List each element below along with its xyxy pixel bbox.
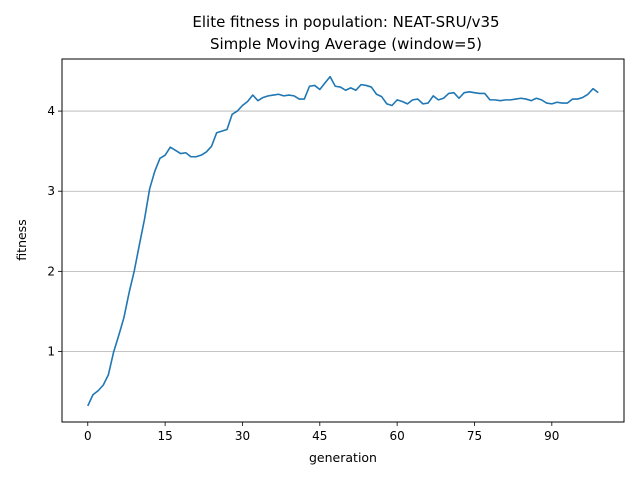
grid-lines (62, 110, 624, 352)
y-tick-label: 1 (47, 344, 55, 358)
chart-subtitle: Simple Moving Average (window=5) (210, 35, 482, 53)
plot-frame (61, 58, 625, 423)
x-tick-label: 30 (235, 429, 250, 443)
x-tick-label: 60 (389, 429, 404, 443)
y-axis-label: fitness (14, 219, 29, 260)
x-tick-label: 0 (84, 429, 92, 443)
y-tick-label: 2 (47, 264, 55, 278)
plot-area (87, 75, 599, 407)
x-axis-label: generation (309, 450, 377, 465)
chart-title: Elite fitness in population: NEAT-SRU/v3… (192, 13, 499, 31)
x-axis: 0 15 30 45 60 75 90 (84, 422, 559, 443)
y-axis: 1 2 3 4 (47, 104, 62, 358)
x-tick-label: 15 (157, 429, 172, 443)
x-tick-label: 45 (312, 429, 327, 443)
x-tick-label: 75 (467, 429, 482, 443)
y-tick-label: 4 (47, 104, 55, 118)
y-tick-label: 3 (47, 184, 55, 198)
series-line (87, 75, 599, 407)
x-tick-label: 90 (544, 429, 559, 443)
